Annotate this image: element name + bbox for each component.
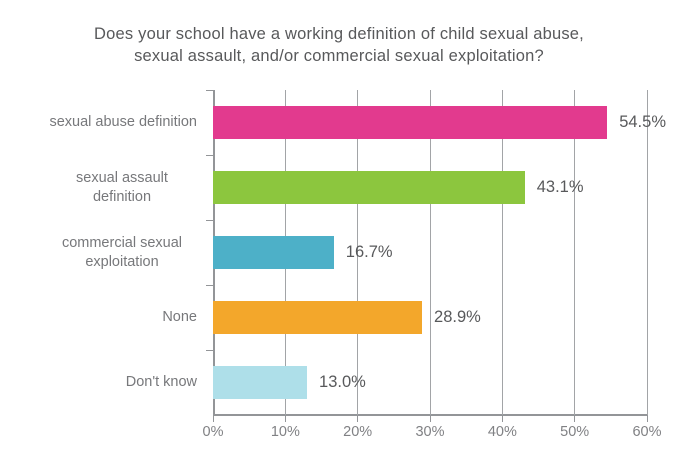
x-axis-label-10%: 10% [270,424,300,440]
x-axis-label-60%: 60% [632,424,662,440]
bar-don-t-know [213,366,308,399]
y-tick [206,155,213,156]
x-axis-label-40%: 40% [487,424,517,440]
x-tick-50% [574,415,576,422]
x-tick-10% [284,415,286,422]
x-axis-labels: 0% 10% 20% 30% 40% 50% 60% [203,424,662,448]
gridline-50% [574,90,576,415]
y-tick [206,90,213,91]
category-axis-labels: sexual abuse definition sexual assault de… [0,90,197,415]
bar-value-label: 13.0% [319,373,366,391]
bar-none [213,301,423,334]
bar-value-label: 16.7% [345,243,393,261]
x-axis-label-50%: 50% [560,424,590,440]
x-tick-0% [213,415,214,422]
bar-sexual-assault-definition [213,171,525,204]
bar-value-label: 43.1% [536,178,584,196]
chart-title-line-2: sexual assault, and/or commercial sexual… [134,46,544,65]
category-label-text: commercial sexual exploitation [61,234,183,270]
x-tick-30% [429,415,431,422]
y-tick [206,220,213,221]
category-label-commercial-sexual-exploitation: commercial sexual exploitation [0,220,197,285]
category-label-text: None [162,309,197,325]
x-axis-label-20%: 20% [343,424,373,440]
bar-commercial-sexual-exploitation [213,236,334,269]
x-tick-40% [501,415,503,422]
gridline-30% [429,90,431,415]
y-tick [206,350,213,351]
bar-value-label: 54.5% [619,113,666,131]
x-axis-label-30%: 30% [415,424,445,440]
chart-title: Does your school have a working definiti… [0,24,678,67]
y-tick [206,285,213,286]
x-tick-60% [646,415,648,422]
category-label-sexual-abuse-definition: sexual abuse definition [0,90,197,155]
category-label-don-t-know: Don't know [0,350,197,415]
bar-value-label: 28.9% [434,308,481,326]
gridline-40% [501,90,503,415]
gridline-60% [646,90,648,415]
x-axis-line [213,414,648,416]
category-label-text: Don't know [125,374,197,390]
category-label-text: sexual abuse definition [49,114,197,130]
x-tick-20% [357,415,359,422]
category-label-none: None [0,285,197,350]
plot-area: 54.5% 43.1% 16.7% 28.9% 13.0% [206,90,666,422]
bar-sexual-abuse-definition [213,106,608,139]
chart-title-line-1: Does your school have a working definiti… [94,25,584,43]
category-label-sexual-assault-definition: sexual assault definition [0,155,197,220]
gridline-20% [357,90,359,415]
x-axis-label-0%: 0% [202,424,224,440]
category-label-text: sexual assault definition [76,169,168,205]
